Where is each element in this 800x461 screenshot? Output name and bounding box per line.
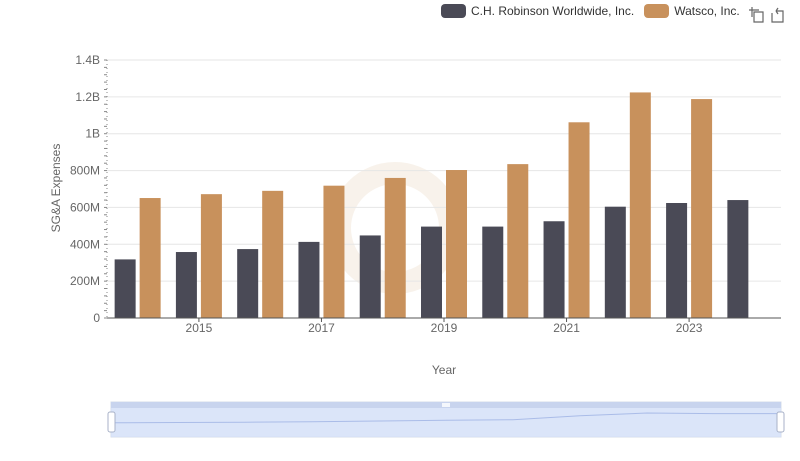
restore-icon[interactable]: [768, 6, 786, 24]
data-zoom-slider[interactable]: [107, 401, 785, 438]
bar-watsco-2014[interactable]: [139, 198, 161, 318]
bar-watsco-2019[interactable]: [446, 170, 467, 318]
legend-label-chrobinson: C.H. Robinson Worldwide, Inc.: [471, 4, 635, 18]
toolbox: [746, 6, 786, 24]
legend-swatch-watsco: [644, 4, 670, 18]
x-tick-label: 2015: [186, 321, 213, 335]
y-axis-title: SG&A Expenses: [49, 144, 63, 233]
bar-chrobinson-2019[interactable]: [421, 226, 442, 318]
bar-watsco-2022[interactable]: [629, 92, 651, 318]
bar-chrobinson-2014[interactable]: [114, 259, 136, 318]
x-tick-label: 2017: [308, 321, 335, 335]
bar-chrobinson-2016[interactable]: [237, 249, 259, 318]
bar-watsco-2020[interactable]: [507, 164, 529, 318]
data-zoom-preview-line: [110, 412, 781, 424]
data-zoom-handle-left[interactable]: [107, 411, 116, 433]
x-axis-title: Year: [432, 363, 456, 377]
bar-watsco-2018[interactable]: [384, 177, 406, 318]
data-zoom-drag-handle[interactable]: [442, 403, 450, 407]
legend-item-chrobinson[interactable]: C.H. Robinson Worldwide, Inc.: [441, 4, 634, 18]
x-tick-label: 2021: [553, 321, 580, 335]
y-tick-label: 200M: [70, 274, 100, 288]
y-tick-label: 600M: [70, 200, 100, 214]
x-tick-label: 2019: [431, 321, 458, 335]
bar-chrobinson-2024[interactable]: [727, 200, 749, 318]
y-tick-label: 1.2B: [75, 90, 100, 104]
bar-chrobinson-2015[interactable]: [175, 252, 197, 318]
bar-watsco-2015[interactable]: [200, 194, 222, 318]
y-tick-label: 400M: [70, 237, 100, 251]
bar-watsco-2021[interactable]: [568, 122, 590, 318]
y-tick-label: 1.4B: [75, 53, 100, 67]
y-tick-label: 1B: [85, 127, 100, 141]
bar-chrobinson-2020[interactable]: [482, 226, 504, 318]
bar-chrobinson-2021[interactable]: [543, 221, 565, 318]
bar-chrobinson-2022[interactable]: [604, 206, 626, 318]
bar-watsco-2023[interactable]: [691, 99, 713, 318]
data-zoom-handle-right[interactable]: [776, 411, 785, 433]
bar-chrobinson-2017[interactable]: [298, 241, 320, 318]
bar-watsco-2017[interactable]: [323, 185, 345, 318]
bar-chrobinson-2023[interactable]: [666, 203, 688, 318]
y-tick-label: 800M: [70, 164, 100, 178]
legend-item-watsco[interactable]: Watsco, Inc.: [644, 4, 740, 18]
bar-watsco-2016[interactable]: [262, 190, 284, 318]
bar-chrobinson-2018[interactable]: [359, 235, 381, 318]
legend: C.H. Robinson Worldwide, Inc. Watsco, In…: [441, 4, 750, 18]
y-tick-label: 0: [93, 311, 100, 325]
x-tick-label: 2023: [676, 321, 703, 335]
legend-swatch-chrobinson: [441, 4, 466, 18]
zoom-icon[interactable]: [748, 6, 766, 24]
legend-label-watsco: Watsco, Inc.: [674, 4, 740, 18]
